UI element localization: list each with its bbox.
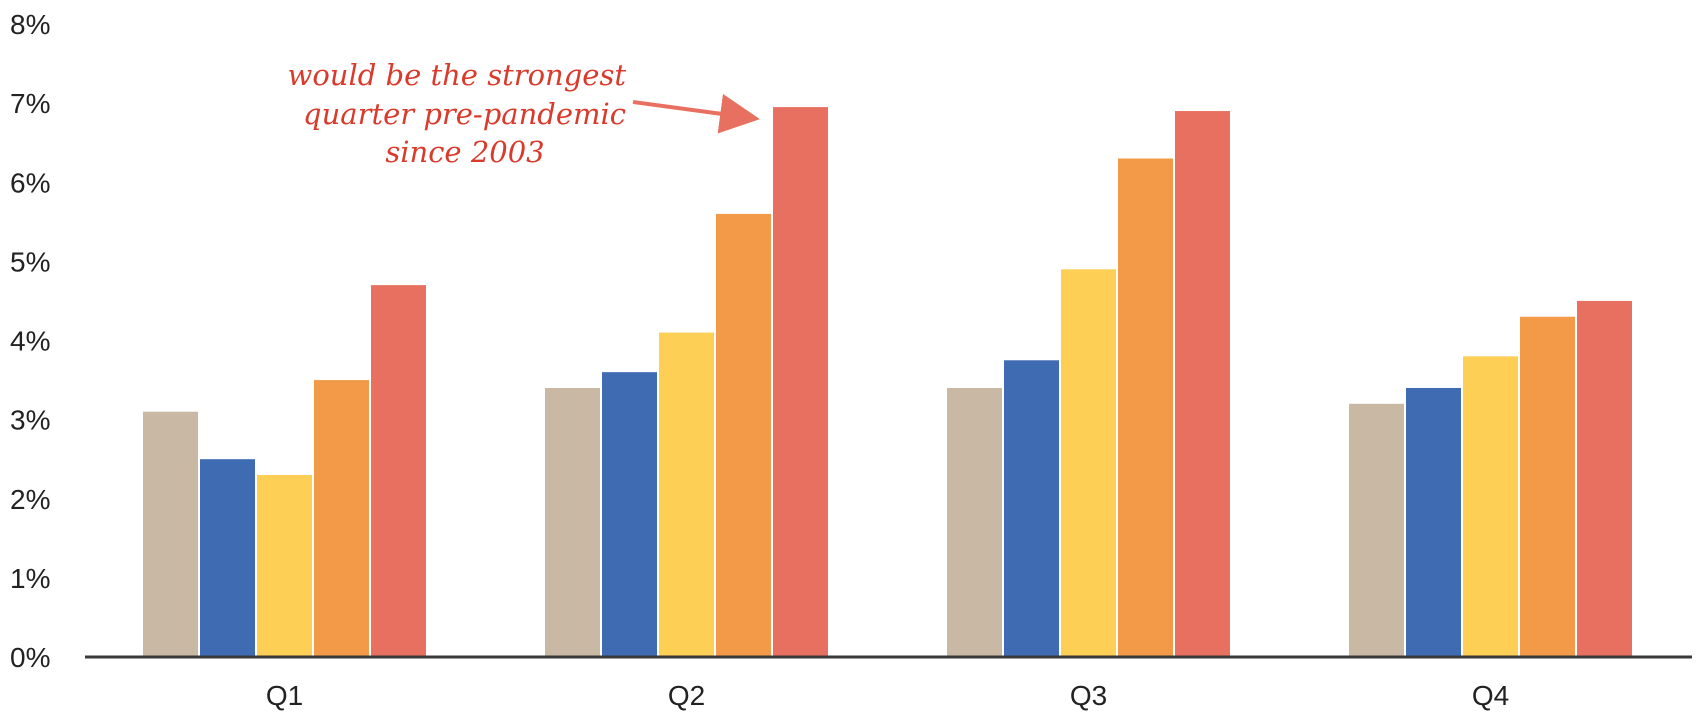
y-tick-label: 6% <box>10 167 50 198</box>
y-tick-label: 1% <box>10 563 50 594</box>
y-tick-label: 0% <box>10 642 50 673</box>
bar-q2-series-1 <box>545 387 600 657</box>
annotation-line-2: quarter pre-pandemic <box>303 97 626 131</box>
y-tick-label: 8% <box>10 9 50 40</box>
bar-q3-series-4 <box>1118 158 1173 657</box>
y-tick-label: 2% <box>10 484 50 515</box>
annotation-line-1: would be the strongest <box>288 58 627 92</box>
bar-q4-series-2 <box>1406 387 1461 657</box>
y-tick-label: 7% <box>10 88 50 119</box>
y-axis-ticks: 0% 1% 2% 3% 4% 5% 6% 7% 8% <box>10 9 50 673</box>
bar-q3-series-5 <box>1175 111 1230 658</box>
bar-q2-series-5 <box>773 107 828 658</box>
bar-q4-series-3 <box>1463 356 1518 657</box>
bar-q1-series-2 <box>200 459 255 657</box>
bar-q2-series-4 <box>716 213 771 657</box>
bar-q1-series-1 <box>143 411 198 657</box>
y-tick-label: 4% <box>10 326 50 357</box>
annotation-line-3: since 2003 <box>385 135 544 169</box>
bar-q4-series-4 <box>1520 316 1575 657</box>
annotation: would be the strongest quarter pre-pande… <box>288 58 760 169</box>
bar-q3-series-1 <box>947 387 1002 657</box>
bars <box>143 107 1632 658</box>
bar-q1-series-4 <box>314 380 369 657</box>
x-tick-label: Q3 <box>1070 680 1107 711</box>
bar-q3-series-2 <box>1004 360 1059 657</box>
bar-q4-series-5 <box>1577 300 1632 657</box>
x-axis-labels: Q1 Q2 Q3 Q4 <box>266 680 1509 711</box>
x-tick-label: Q2 <box>668 680 705 711</box>
bar-q2-series-3 <box>659 332 714 657</box>
bar-q1-series-3 <box>257 475 312 657</box>
x-tick-label: Q1 <box>266 680 303 711</box>
x-tick-label: Q4 <box>1472 680 1509 711</box>
bar-q2-series-2 <box>602 372 657 657</box>
y-tick-label: 5% <box>10 246 50 277</box>
annotation-arrow <box>632 93 760 134</box>
bar-q1-series-5 <box>371 285 426 657</box>
y-tick-label: 3% <box>10 405 50 436</box>
bar-q4-series-1 <box>1349 403 1404 657</box>
bar-q3-series-3 <box>1061 269 1116 657</box>
